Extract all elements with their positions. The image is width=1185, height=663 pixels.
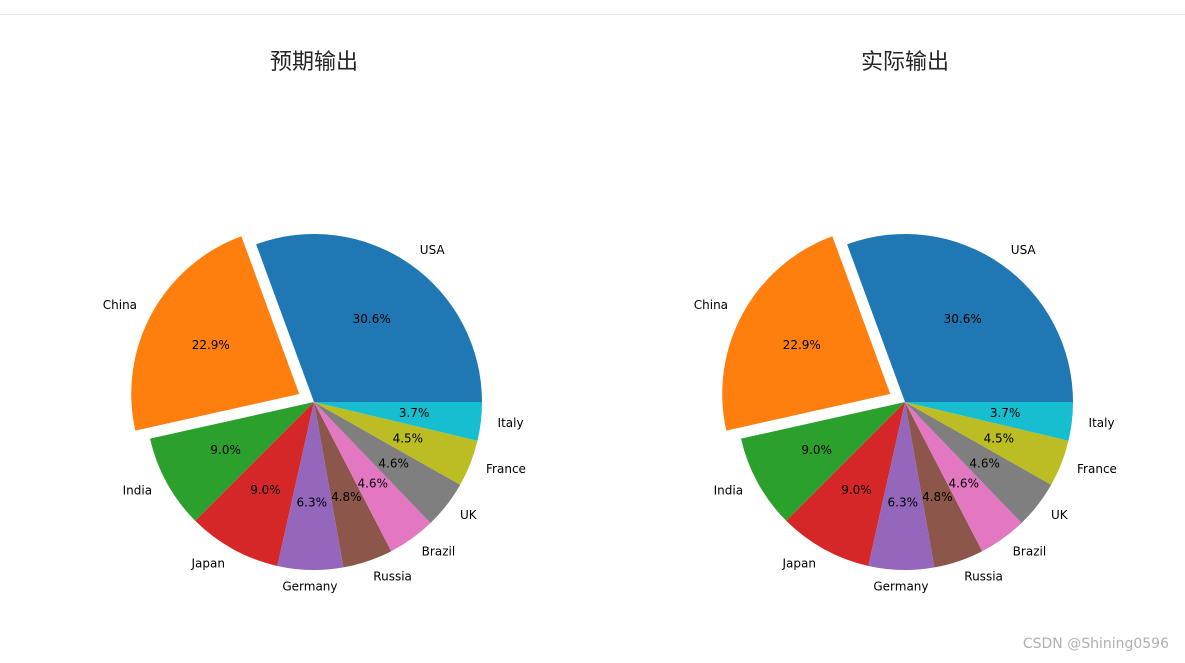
pie-slice-italy — [314, 402, 482, 441]
pie-chart-actual: 实际输出 USA 30.6% China 22.9% India 9.0% Japan 9.0… — [694, 50, 1117, 593]
slice-label-usa: USA — [1011, 243, 1037, 257]
slice-value-japan: 9.0% — [841, 483, 872, 497]
slice-value-india: 9.0% — [210, 443, 241, 457]
slice-value-france: 4.5% — [984, 431, 1015, 445]
pie-slice-brazil — [905, 402, 1022, 552]
slice-label-russia: Russia — [373, 570, 412, 584]
slice-label-india: India — [714, 484, 743, 498]
pie-slice-china — [722, 236, 891, 431]
slice-label-russia: Russia — [964, 570, 1003, 584]
slice-label-china: China — [694, 298, 728, 312]
watermark: CSDN @Shining0596 — [1022, 636, 1169, 652]
pie-slice-usa — [256, 233, 482, 402]
slice-label-india: India — [123, 484, 152, 498]
slice-label-italy: Italy — [498, 416, 524, 430]
slice-value-usa: 30.6% — [944, 312, 982, 326]
pie-slice-france — [905, 402, 1069, 485]
slice-label-japan: Japan — [782, 556, 816, 570]
pie-slice-uk — [314, 402, 461, 524]
pie-chart-expected: 预期输出 USA 30.6% China 22.9% India 9.0% Japan 9.0… — [103, 50, 526, 593]
slice-value-italy: 3.7% — [990, 406, 1021, 420]
slice-value-uk: 4.6% — [378, 456, 409, 470]
slice-value-brazil: 4.6% — [948, 476, 979, 490]
top-divider — [0, 14, 1185, 15]
slice-value-russia: 4.8% — [922, 490, 953, 504]
pie-slice-russia — [314, 402, 392, 568]
pie-slice-russia — [905, 402, 983, 568]
slice-value-china: 22.9% — [783, 338, 821, 352]
pie-slice-germany — [868, 402, 935, 571]
pie-slice-japan — [195, 402, 314, 566]
slice-value-usa: 30.6% — [353, 312, 391, 326]
slice-label-japan: Japan — [191, 556, 225, 570]
slice-label-france: France — [486, 462, 526, 476]
slice-value-china: 22.9% — [192, 338, 230, 352]
slice-value-russia: 4.8% — [331, 490, 362, 504]
slice-label-usa: USA — [420, 243, 446, 257]
pie-slice-china — [131, 236, 300, 431]
chart-title-expected: 预期输出 — [270, 50, 358, 75]
slice-value-germany: 6.3% — [297, 495, 328, 509]
slice-value-uk: 4.6% — [969, 456, 1000, 470]
pie-slice-india — [150, 402, 314, 521]
slice-label-china: China — [103, 298, 137, 312]
slice-label-uk: UK — [460, 508, 478, 522]
slice-label-france: France — [1077, 462, 1117, 476]
slice-label-brazil: Brazil — [422, 545, 456, 559]
slice-label-italy: Italy — [1089, 416, 1115, 430]
slice-value-italy: 3.7% — [399, 406, 430, 420]
pie-slice-japan — [786, 402, 905, 566]
pie-slice-italy — [905, 402, 1073, 441]
slice-value-brazil: 4.6% — [357, 476, 388, 490]
slice-value-japan: 9.0% — [250, 483, 281, 497]
chart-title-actual: 实际输出 — [861, 50, 949, 75]
pie-slice-usa — [847, 234, 1073, 402]
slice-label-uk: UK — [1051, 508, 1069, 522]
slice-value-germany: 6.3% — [888, 495, 919, 509]
slice-label-brazil: Brazil — [1013, 545, 1046, 559]
slice-label-germany: Germany — [282, 579, 337, 593]
slice-label-germany: Germany — [873, 579, 928, 593]
pie-slice-france — [314, 402, 478, 485]
pie-slice-germany — [277, 402, 344, 571]
slice-value-france: 4.5% — [393, 431, 424, 445]
pie-slice-india — [741, 402, 905, 521]
pie-slice-uk — [905, 402, 1052, 524]
slice-value-india: 9.0% — [801, 443, 832, 457]
pie-slice-brazil — [314, 402, 431, 552]
